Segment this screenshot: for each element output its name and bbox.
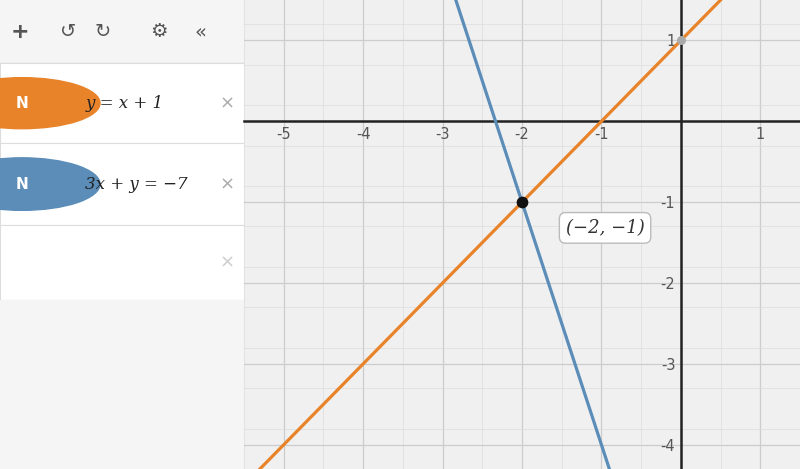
Text: ↻: ↻ [94,22,110,41]
Text: y = x + 1: y = x + 1 [86,95,163,112]
Circle shape [0,78,100,129]
Text: ⚙: ⚙ [150,22,167,41]
FancyBboxPatch shape [0,225,244,300]
Text: ×: × [219,254,234,272]
Text: N: N [15,177,28,191]
Text: N: N [15,96,28,111]
Text: «: « [194,22,206,41]
Point [674,37,687,44]
Point [515,198,528,206]
Text: ↺: ↺ [60,22,77,41]
Text: 3x + y = −7: 3x + y = −7 [86,175,188,193]
Text: ×: × [219,175,234,193]
FancyBboxPatch shape [0,143,244,225]
Text: (−2, −1): (−2, −1) [566,219,645,237]
FancyBboxPatch shape [0,63,244,143]
Text: ×: × [219,94,234,112]
Text: +: + [10,22,29,42]
Circle shape [0,158,100,211]
